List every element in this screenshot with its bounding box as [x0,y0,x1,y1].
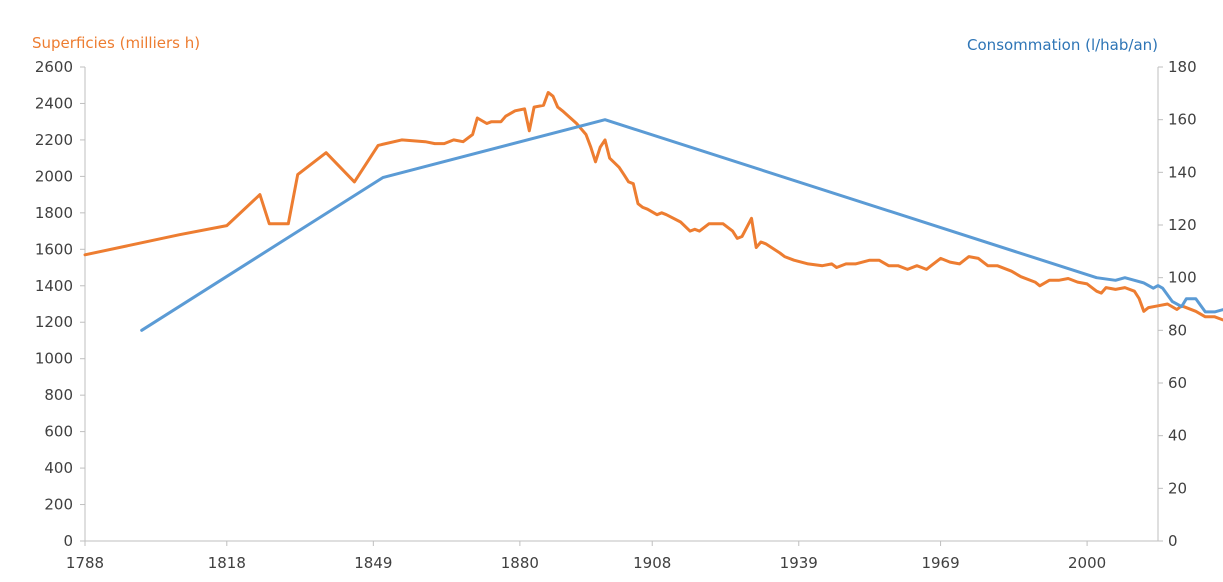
y-left-tick-label: 200 [44,496,73,514]
y-right-tick-label: 80 [1168,321,1187,339]
y-right-tick-label: 160 [1168,111,1197,129]
y-right-tick-label: 0 [1168,532,1178,550]
y-axis-left-title: Superficies (milliers h) [32,34,200,52]
y-left-tick-label: 1600 [35,240,73,258]
series [83,91,1223,332]
y-right-tick-label: 140 [1168,163,1197,181]
x-tick-label: 1969 [921,554,959,572]
x-tick-label: 1880 [501,554,539,572]
x-tick-label: 2000 [1068,554,1106,572]
y-left-tick-label: 600 [44,423,73,441]
y-right-tick-label: 60 [1168,374,1187,392]
y-right-tick-label: 40 [1168,427,1187,445]
y-right-tick-label: 180 [1168,58,1197,76]
y-left-tick-label: 2200 [35,131,73,149]
y-left-tick-label: 1200 [35,313,73,331]
y-axis-right-title: Consommation (l/hab/an) [967,36,1158,54]
y-left-tick-label: 1000 [35,350,73,368]
y-left-tick-label: 2600 [35,58,73,76]
y-left-tick-label: 0 [63,532,73,550]
y-right-tick-label: 100 [1168,269,1197,287]
y-left-tick-label: 2000 [35,167,73,185]
x-tick-label: 1908 [633,554,671,572]
y-left-tick-label: 800 [44,386,73,404]
series-line-superficies [83,91,1223,322]
y-left-tick-label: 400 [44,459,73,477]
x-tick-label: 1939 [780,554,818,572]
y-left-tick-label: 1800 [35,204,73,222]
y-right-tick-label: 20 [1168,479,1187,497]
y-left-tick-label: 1400 [35,277,73,295]
x-tick-label: 1788 [66,554,104,572]
x-tick-label: 1849 [354,554,392,572]
y-right-tick-label: 120 [1168,216,1197,234]
y-left-tick-label: 2400 [35,94,73,112]
x-tick-label: 1818 [208,554,246,572]
axes: 0200400600800100012001400160018002000220… [35,58,1197,572]
series-line-consommation [140,118,1223,332]
